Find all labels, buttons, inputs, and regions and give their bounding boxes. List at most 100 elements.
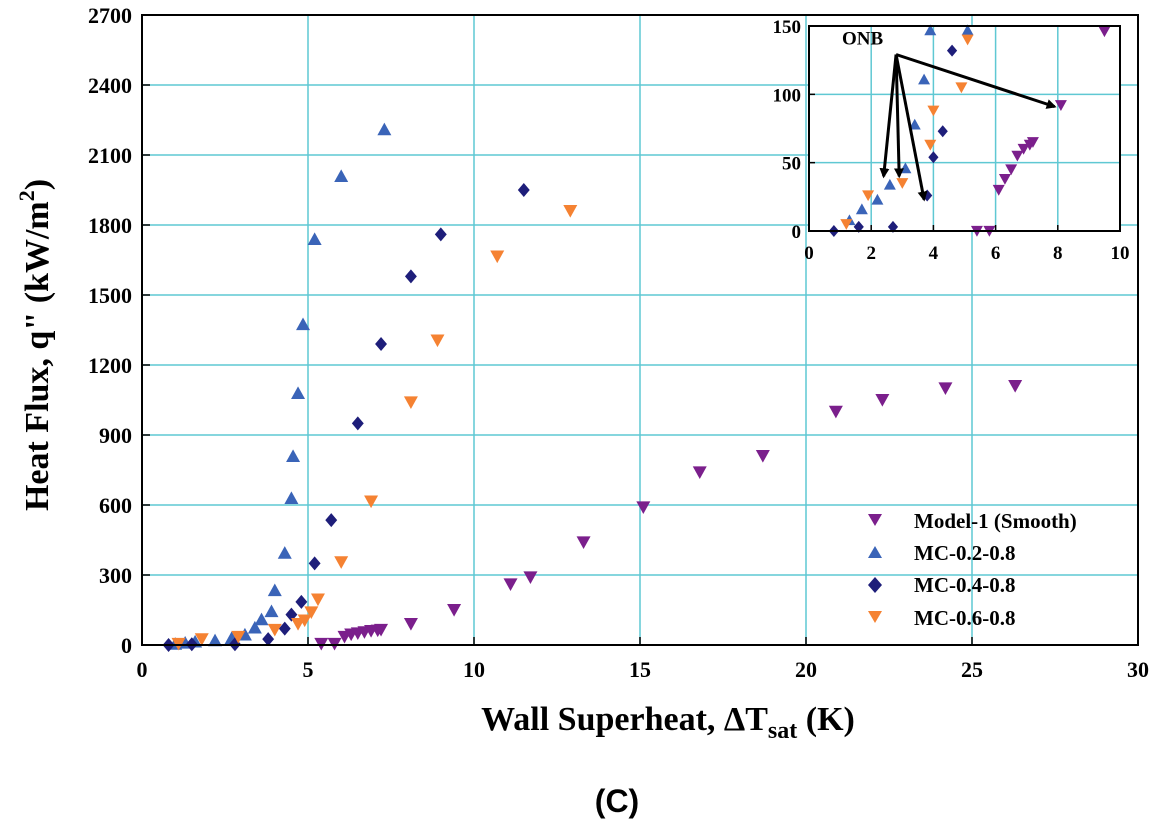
inset-point-mc-0-2-0-8 <box>883 178 896 190</box>
legend-marker-mc-0-4-0-8 <box>868 577 882 593</box>
inset-point-mc-0-4-0-8 <box>937 125 948 138</box>
main-point-mc-0-6-0-8 <box>364 495 379 509</box>
inset-x-tick-label: 2 <box>866 243 876 264</box>
main-y-tick-label: 300 <box>99 563 132 588</box>
inset-y-tick-label: 0 <box>792 222 802 243</box>
inset-point-model-1-smooth <box>1011 150 1024 162</box>
inset-plot-frame <box>808 25 1121 232</box>
inset-point-mc-0-2-0-8 <box>961 24 974 36</box>
inset-point-mc-0-6-0-8 <box>840 219 853 230</box>
main-point-mc-0-6-0-8 <box>403 396 418 409</box>
main-point-mc-0-4-0-8 <box>308 556 321 571</box>
main-point-mc-0-2-0-8 <box>264 604 279 618</box>
inset-point-mc-0-6-0-8 <box>862 190 875 202</box>
legend-label-mc-0-6-0-8: MC-0.6-0.8 <box>914 606 1015 630</box>
inset-x-tick-label: 6 <box>991 243 1001 264</box>
main-point-mc-0-4-0-8 <box>278 621 291 636</box>
inset-point-model-1-smooth <box>992 184 1005 196</box>
onb-label: ONB <box>842 29 884 50</box>
main-x-tick-label: 15 <box>629 657 651 682</box>
inset-point-mc-0-2-0-8 <box>908 118 921 130</box>
main-point-model-1-smooth <box>1008 380 1023 393</box>
main-x-tick-label: 0 <box>137 657 148 682</box>
main-point-mc-0-6-0-8 <box>297 614 312 628</box>
inset-x-tick-label: 10 <box>1111 243 1130 264</box>
legend: Model-1 (Smooth) MC-0.2-0.8 MC-0.4-0.8 M… <box>868 509 1077 630</box>
main-point-mc-0-6-0-8 <box>267 623 282 637</box>
main-point-mc-0-4-0-8 <box>351 416 364 431</box>
inset-point-model-1-smooth <box>1017 143 1030 155</box>
main-point-model-1-smooth <box>875 394 890 407</box>
legend-marker-mc-0-6-0-8 <box>868 611 882 623</box>
inset-point-model-1-smooth <box>998 173 1011 185</box>
main-y-tick-label: 600 <box>99 493 132 518</box>
main-point-mc-0-4-0-8 <box>404 269 417 284</box>
main-point-mc-0-2-0-8 <box>334 169 349 182</box>
inset-y-tick-label: 150 <box>773 17 802 38</box>
main-point-mc-0-4-0-8 <box>517 183 530 197</box>
inset-y-tick-label: 50 <box>782 154 801 175</box>
main-point-mc-0-6-0-8 <box>563 205 578 218</box>
main-point-model-1-smooth <box>503 578 518 591</box>
inset-y-tick-label: 100 <box>773 85 802 106</box>
main-y-tick-label: 2400 <box>88 73 132 98</box>
panel-label: (C) <box>595 783 639 819</box>
main-point-model-1-smooth <box>447 604 462 617</box>
inset-point-model-1-smooth <box>1026 137 1039 148</box>
main-y-tick-label: 1800 <box>88 213 132 238</box>
main-tick-labels: 0 5 10 15 20 25 300300600900120015001800210024… <box>88 3 1149 682</box>
main-y-tick-label: 2700 <box>88 3 132 28</box>
legend-label-mc-0-2-0-8: MC-0.2-0.8 <box>914 541 1015 565</box>
main-y-tick-label: 900 <box>99 423 132 448</box>
main-point-mc-0-2-0-8 <box>267 583 282 597</box>
inset-point-mc-0-6-0-8 <box>927 105 940 117</box>
main-point-model-1-smooth <box>828 405 843 419</box>
main-point-mc-0-2-0-8 <box>277 546 292 559</box>
main-y-tick-label: 2100 <box>88 143 132 168</box>
main-point-mc-0-2-0-8 <box>208 633 223 647</box>
main-point-mc-0-2-0-8 <box>284 491 299 504</box>
main-y-tick-label: 0 <box>121 633 132 658</box>
main-x-tick-label: 25 <box>961 657 983 682</box>
inset-point-mc-0-4-0-8 <box>887 220 899 233</box>
onb-annotation: ONB <box>842 29 1057 202</box>
inset-point-model-1-smooth <box>1005 164 1018 176</box>
inset-x-tick-label: 4 <box>929 243 939 264</box>
inset-point-mc-0-4-0-8 <box>946 44 958 57</box>
inset-point-model-1-smooth <box>1054 100 1067 111</box>
main-y-tick-label: 1500 <box>88 283 132 308</box>
inset-point-mc-0-2-0-8 <box>924 24 937 36</box>
inset-x-tick-label: 8 <box>1053 243 1063 264</box>
onb-arrow <box>894 54 928 202</box>
main-point-mc-0-4-0-8 <box>262 632 275 647</box>
inset-point-model-1-smooth <box>1098 26 1111 38</box>
main-point-model-1-smooth <box>403 618 418 631</box>
main-x-tick-label: 30 <box>1127 657 1149 682</box>
main-point-mc-0-2-0-8 <box>286 449 301 462</box>
legend-label-mc-0-4-0-8: MC-0.4-0.8 <box>914 573 1015 597</box>
main-point-model-1-smooth <box>938 382 953 395</box>
main-point-mc-0-2-0-8 <box>291 386 306 399</box>
main-point-mc-0-4-0-8 <box>295 594 308 609</box>
main-point-mc-0-6-0-8 <box>231 630 246 644</box>
main-point-mc-0-2-0-8 <box>296 317 311 331</box>
inset-point-mc-0-2-0-8 <box>871 193 884 205</box>
legend-label-model-1: Model-1 (Smooth) <box>914 509 1077 533</box>
main-point-mc-0-6-0-8 <box>430 334 445 348</box>
inset-data-points <box>828 24 1111 237</box>
inset-point-mc-0-2-0-8 <box>918 73 931 85</box>
inset-grid <box>809 26 1120 231</box>
x-axis-label: Wall Superheat, ΔTsat (K) <box>481 701 855 744</box>
main-point-model-1-smooth <box>374 623 389 637</box>
main-point-mc-0-6-0-8 <box>310 593 325 607</box>
inset-x-tick-label: 0 <box>804 243 814 264</box>
main-point-model-1-smooth <box>576 536 591 549</box>
inset-point-mc-0-6-0-8 <box>924 139 937 151</box>
inset-point-mc-0-6-0-8 <box>961 34 974 46</box>
inset-point-mc-0-4-0-8 <box>853 220 864 233</box>
main-x-tick-label: 5 <box>303 657 314 682</box>
main-point-mc-0-6-0-8 <box>334 556 349 569</box>
main-point-mc-0-2-0-8 <box>254 612 269 626</box>
